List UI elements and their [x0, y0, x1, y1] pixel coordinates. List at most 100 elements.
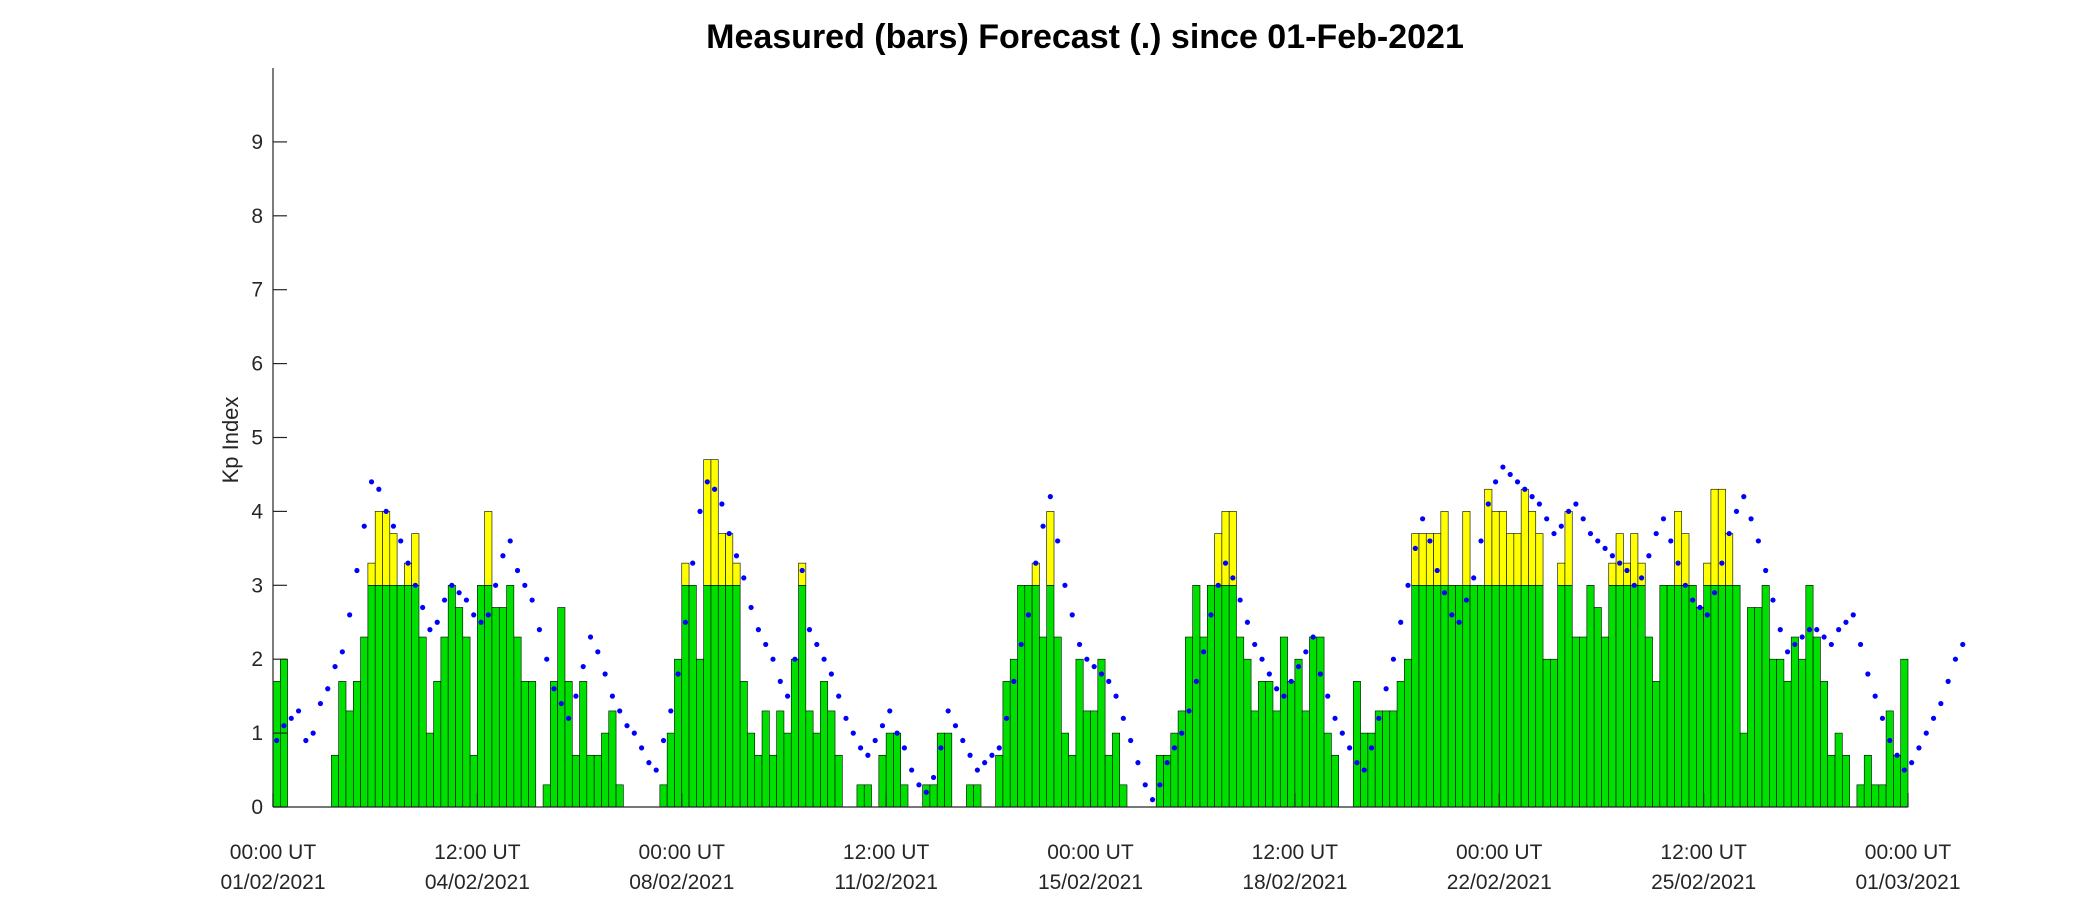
- measured-bar-below-threshold: [1498, 584, 1507, 808]
- forecast-point: [1055, 538, 1061, 544]
- forecast-point: [719, 501, 725, 507]
- measured-bar: [1863, 754, 1872, 808]
- measured-bar-below-threshold: [1491, 584, 1500, 808]
- forecast-point: [617, 708, 623, 714]
- measured-bar: [1236, 636, 1245, 808]
- forecast-point: [1682, 582, 1688, 588]
- measured-bar-below-threshold: [564, 681, 573, 808]
- forecast-point: [1398, 619, 1404, 625]
- measured-bar-below-threshold: [769, 754, 777, 808]
- forecast-point: [1565, 508, 1572, 514]
- measured-bar-below-threshold: [725, 584, 734, 808]
- measured-bar: [1754, 607, 1763, 808]
- measured-bar: [1112, 732, 1121, 808]
- forecast-point: [1763, 567, 1769, 574]
- forecast-point: [1390, 656, 1397, 662]
- measured-bar: [1017, 584, 1026, 808]
- forecast-point: [1303, 649, 1309, 655]
- measured-bar-below-threshold: [1374, 710, 1383, 808]
- measured-bar-below-threshold: [1842, 754, 1850, 808]
- forecast-point: [1960, 641, 1966, 648]
- measured-bar: [433, 681, 442, 808]
- measured-bar-below-threshold: [1170, 732, 1179, 808]
- measured-bar-above-threshold: [1528, 511, 1537, 586]
- measured-bar-below-threshold: [1557, 584, 1566, 808]
- measured-bar: [1761, 584, 1770, 808]
- forecast-point: [1047, 494, 1053, 500]
- measured-bar: [1462, 511, 1471, 808]
- measured-bar: [1265, 681, 1274, 808]
- measured-bar: [528, 681, 537, 808]
- forecast-point: [1084, 656, 1090, 662]
- forecast-point: [1098, 671, 1105, 677]
- measured-bar: [1418, 533, 1427, 808]
- forecast-point: [1135, 760, 1141, 766]
- measured-bar: [1652, 681, 1661, 808]
- forecast-point: [434, 619, 440, 625]
- measured-bar-below-threshold: [1790, 636, 1799, 808]
- forecast-point: [1281, 693, 1287, 699]
- measured-bar: [1119, 784, 1128, 808]
- measured-bar: [703, 459, 712, 808]
- forecast-point: [1149, 797, 1156, 803]
- measured-bar: [1769, 658, 1777, 808]
- measured-bar: [1528, 511, 1537, 808]
- measured-bar-below-threshold: [856, 784, 865, 808]
- forecast-point: [580, 663, 586, 670]
- forecast-point: [1624, 567, 1630, 574]
- measured-bar: [1447, 584, 1456, 808]
- measured-bar: [1046, 511, 1055, 808]
- measured-bar-below-threshold: [1061, 732, 1069, 808]
- forecast-point: [1704, 612, 1710, 618]
- measured-bar: [666, 732, 675, 808]
- forecast-point: [1879, 715, 1886, 721]
- forecast-point: [741, 575, 747, 581]
- forecast-point: [792, 656, 798, 662]
- measured-bar: [360, 636, 369, 808]
- measured-bar-below-threshold: [615, 784, 624, 808]
- measured-bar: [447, 584, 456, 808]
- forecast-point: [1814, 627, 1820, 633]
- measured-bar-below-threshold: [528, 681, 537, 808]
- measured-bar: [338, 681, 347, 808]
- forecast-point: [405, 560, 411, 566]
- measured-bar-below-threshold: [1433, 584, 1442, 808]
- measured-bar: [1885, 710, 1894, 808]
- measured-bar: [1039, 636, 1048, 808]
- measured-bar: [725, 533, 734, 808]
- forecast-point: [1631, 582, 1637, 588]
- forecast-point: [850, 730, 856, 736]
- measured-bar-below-threshold: [1046, 584, 1055, 808]
- measured-bar-below-threshold: [885, 732, 894, 808]
- measured-bar-below-threshold: [586, 754, 595, 808]
- x-tick-label-date: 25/02/2021: [1651, 871, 1756, 894]
- forecast-point: [325, 686, 331, 692]
- measured-bar-above-threshold: [1462, 511, 1471, 586]
- forecast-point: [1850, 612, 1856, 618]
- measured-bar-below-threshold: [1798, 658, 1807, 808]
- measured-bar-above-threshold: [1637, 562, 1646, 586]
- measured-bar-below-threshold: [929, 784, 938, 808]
- forecast-point: [1668, 538, 1674, 544]
- forecast-point: [1208, 612, 1214, 618]
- measured-bar: [739, 681, 748, 808]
- measured-bar-below-threshold: [1666, 584, 1675, 808]
- forecast-point: [441, 597, 448, 603]
- measured-bar-below-threshold: [1367, 732, 1376, 808]
- measured-bar-below-threshold: [425, 732, 434, 808]
- forecast-point: [1770, 597, 1776, 603]
- measured-bar: [761, 710, 770, 808]
- measured-bar-below-threshold: [805, 710, 814, 808]
- y-tick-label: 7: [251, 279, 263, 302]
- forecast-point: [1894, 752, 1900, 758]
- measured-bar-below-threshold: [345, 710, 354, 808]
- measured-bar-below-threshold: [1031, 584, 1040, 808]
- measured-bar: [1104, 754, 1113, 808]
- measured-bar: [491, 607, 500, 808]
- forecast-point: [1653, 530, 1659, 537]
- forecast-point: [573, 693, 579, 699]
- forecast-point: [668, 708, 674, 714]
- measured-bar: [1878, 784, 1887, 808]
- forecast-point: [1821, 634, 1827, 640]
